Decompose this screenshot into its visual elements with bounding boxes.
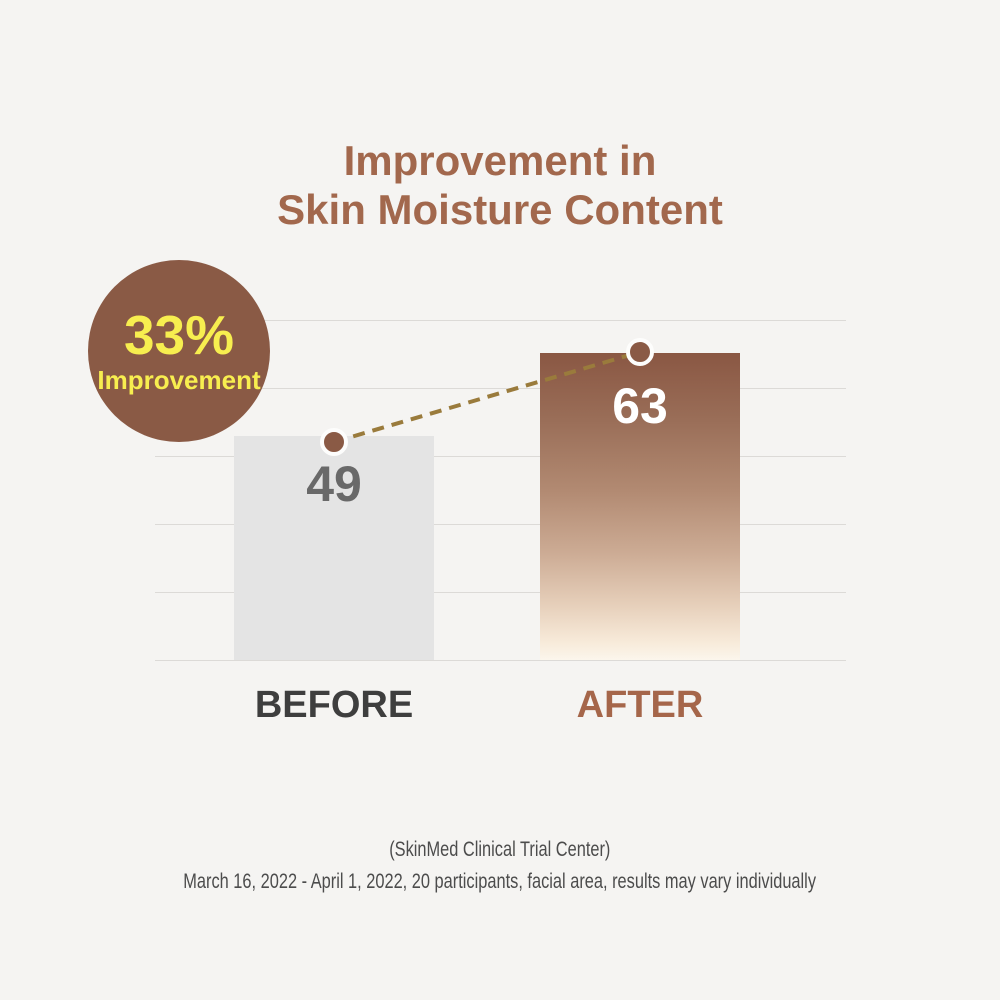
footnote-details-text: March 16, 2022 - April 1, 2022, 20 parti… <box>183 870 817 893</box>
gridline <box>155 524 846 525</box>
data-point-before <box>320 428 348 456</box>
data-point-after <box>626 338 654 366</box>
badge-label: Improvement <box>97 364 261 395</box>
category-label-after: AFTER <box>576 684 704 726</box>
bar-value-before: 49 <box>306 456 362 512</box>
title-line-1: Improvement in <box>343 137 657 184</box>
title-line-2: Skin Moisture Content <box>277 186 723 233</box>
bar-after: 63 <box>540 353 740 660</box>
gridline <box>155 320 846 321</box>
gridline <box>155 456 846 457</box>
footnote-source-text: (SkinMed Clinical Trial Center) <box>389 838 611 861</box>
gridline-baseline <box>155 660 846 661</box>
footnote-details: March 16, 2022 - April 1, 2022, 20 parti… <box>0 868 1000 896</box>
bar-value-after: 63 <box>612 378 668 434</box>
category-label-before: BEFORE <box>254 684 414 726</box>
footnote-source: (SkinMed Clinical Trial Center) <box>0 836 1000 864</box>
improvement-badge: 33% Improvement <box>88 260 270 442</box>
bar-before: 49 <box>234 436 434 660</box>
gridline <box>155 592 846 593</box>
page-title: Improvement in Skin Moisture Content <box>0 136 1000 234</box>
badge-value: 33% <box>123 303 235 366</box>
